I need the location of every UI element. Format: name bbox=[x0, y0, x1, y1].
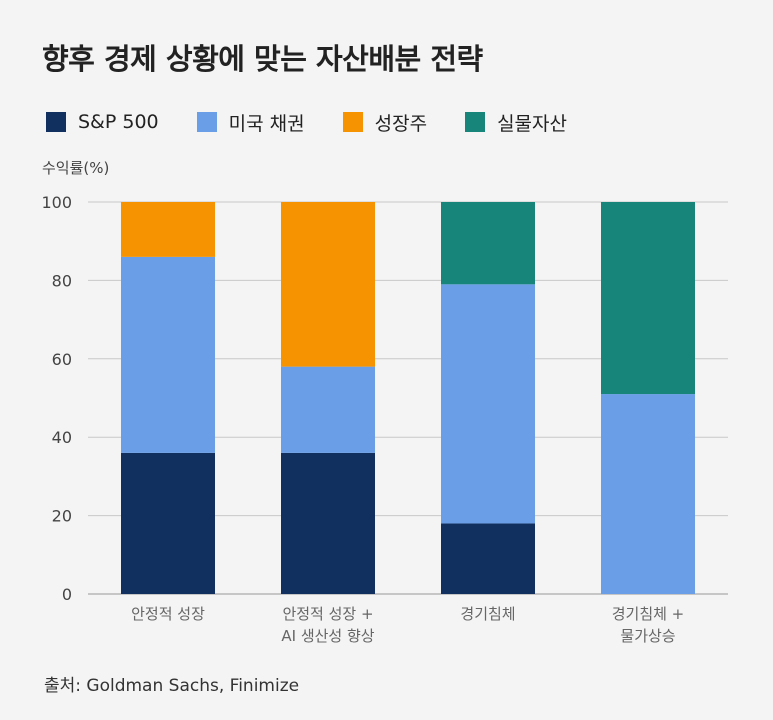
bar-segment-1-series-3 bbox=[121, 202, 215, 257]
legend-swatch-us-bonds bbox=[196, 112, 217, 132]
x-tick-label-4-line-2: 물가상승 bbox=[620, 627, 675, 645]
bar-segment-2-series-2 bbox=[281, 366, 375, 453]
legend-label-us-bonds: 미국 채권 bbox=[228, 112, 305, 135]
bar-segment-3-series-1 bbox=[441, 523, 535, 594]
legend-label-real-assets: 실물자산 bbox=[497, 112, 567, 135]
legend-swatch-growth-stocks bbox=[342, 112, 363, 132]
bar-segment-4-series-4 bbox=[601, 202, 695, 395]
y-axis-label: 수익률(%) bbox=[42, 159, 110, 177]
bar-segment-3-series-2 bbox=[441, 284, 535, 524]
stacked-bar-chart: 0 20 40 60 80 100 안정적 성장 안정적 성장 + AI 생산성 향상 경기침체 경… bbox=[41, 193, 728, 645]
legend-swatch-real-assets bbox=[465, 112, 486, 132]
source-note: 출처: Goldman Sachs, Finimize bbox=[44, 676, 300, 696]
legend-item-sp500: S&P 500 bbox=[46, 111, 159, 133]
bar-segment-4-series-2 bbox=[601, 394, 695, 594]
bar-segment-2-series-3 bbox=[281, 202, 375, 367]
bar-segment-2-series-1 bbox=[281, 452, 375, 594]
y-tick-label-20: 20 bbox=[52, 507, 72, 526]
legend-label-sp500: S&P 500 bbox=[78, 111, 159, 133]
y-tick-label-40: 40 bbox=[52, 428, 72, 447]
bar-segment-1-series-1 bbox=[121, 452, 215, 594]
bar-segment-1-series-2 bbox=[121, 256, 215, 453]
x-tick-label-3-line-1: 경기침체 bbox=[460, 605, 515, 623]
legend: S&P 500 미국 채권 성장주 실물자산 bbox=[46, 108, 605, 136]
legend-item-growth-stocks: 성장주 bbox=[342, 109, 428, 136]
chart-title: 향후 경제 상황에 맞는 자산배분 전략 bbox=[42, 42, 483, 76]
x-tick-label-2-line-1: 안정적 성장 + bbox=[282, 605, 373, 623]
legend-swatch-sp500 bbox=[46, 112, 66, 132]
x-tick-label-1-line-1: 안정적 성장 bbox=[131, 605, 205, 623]
x-tick-label-4-line-1: 경기침체 + bbox=[612, 605, 685, 623]
bar-segment-3-series-4 bbox=[441, 202, 535, 285]
x-tick-label-2-line-2: AI 생산성 향상 bbox=[281, 627, 374, 645]
y-tick-label-100: 100 bbox=[41, 193, 72, 212]
y-tick-label-0: 0 bbox=[62, 585, 72, 604]
legend-item-real-assets: 실물자산 bbox=[465, 109, 567, 136]
legend-item-us-bonds: 미국 채권 bbox=[196, 109, 305, 136]
y-tick-label-60: 60 bbox=[52, 350, 72, 369]
legend-label-growth-stocks: 성장주 bbox=[374, 112, 428, 135]
y-tick-label-80: 80 bbox=[52, 271, 72, 290]
